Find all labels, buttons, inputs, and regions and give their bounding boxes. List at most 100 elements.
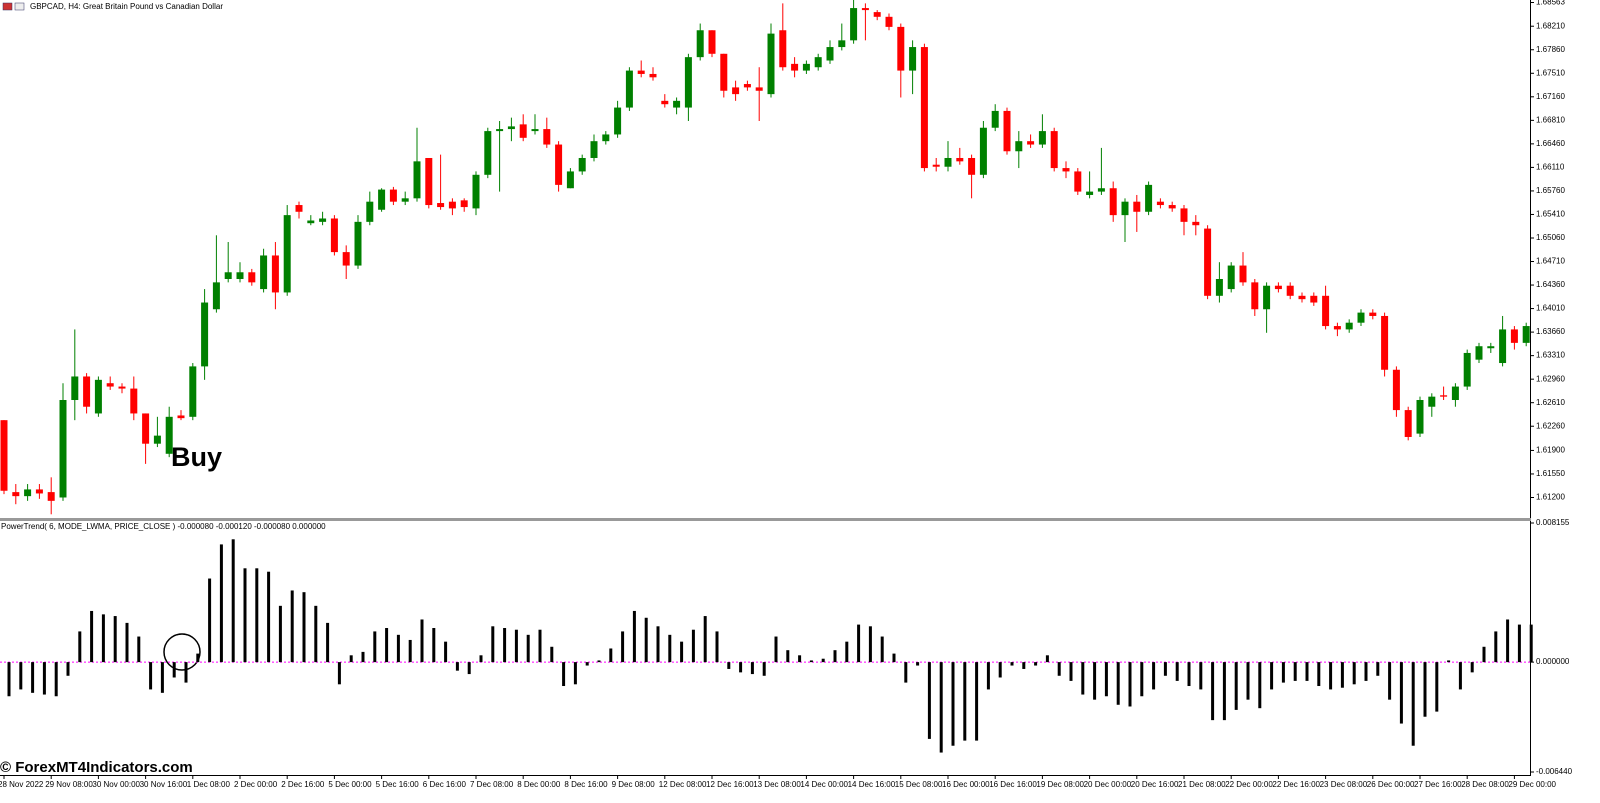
- histogram-bar: [1010, 662, 1014, 666]
- candle-body: [543, 129, 551, 145]
- histogram-bar: [7, 662, 11, 697]
- candle-body: [602, 134, 610, 142]
- x-tick-label: 12 Dec 16:00: [706, 780, 754, 789]
- candle-body: [1333, 326, 1341, 330]
- x-tick-label: 22 Dec 16:00: [1272, 780, 1320, 789]
- x-tick-label: 5 Dec 00:00: [328, 780, 372, 789]
- candle-body: [791, 63, 799, 71]
- histogram-bar: [337, 662, 341, 685]
- candle-body: [920, 47, 928, 169]
- candle-body: [425, 157, 433, 206]
- candle-body: [354, 221, 362, 266]
- histogram-bar: [904, 662, 908, 683]
- candle-body: [366, 201, 374, 222]
- candle-body: [12, 492, 20, 497]
- x-tick-label: 30 Nov 16:00: [140, 780, 188, 789]
- x-tick-label: 26 Dec 00:00: [1367, 780, 1415, 789]
- histogram-bar: [585, 662, 589, 666]
- candle-body: [1215, 278, 1223, 296]
- candle-body: [979, 127, 987, 175]
- candle-body: [1440, 395, 1448, 397]
- candle-body: [1286, 285, 1294, 296]
- histogram-bar: [809, 660, 813, 663]
- histogram-bar: [998, 662, 1002, 678]
- y-tick-label: 1.67860: [1536, 45, 1565, 54]
- candle-body: [1357, 312, 1365, 323]
- y-tick-label: 1.63660: [1536, 327, 1565, 336]
- histogram-bar: [373, 631, 377, 663]
- x-tick-label: 27 Dec 16:00: [1414, 780, 1462, 789]
- histogram-bar: [750, 662, 754, 675]
- histogram-bar: [703, 616, 707, 663]
- histogram-bar: [302, 592, 306, 663]
- candle-body: [1086, 191, 1094, 195]
- histogram-bar: [1293, 662, 1297, 681]
- candle-body: [1499, 329, 1507, 364]
- histogram-bar: [1329, 662, 1333, 690]
- histogram-bar: [715, 631, 719, 663]
- candle-body: [106, 383, 114, 387]
- histogram-bar: [1175, 662, 1179, 681]
- candle-body: [873, 12, 881, 17]
- histogram-bar: [278, 605, 282, 663]
- candle-body: [1180, 208, 1188, 222]
- candle-body: [720, 53, 728, 91]
- candle-body: [578, 157, 586, 172]
- candle-body: [555, 144, 563, 185]
- y-tick-label: 1.61900: [1536, 446, 1565, 455]
- candle-body: [1027, 141, 1035, 145]
- histogram-bar: [243, 568, 247, 663]
- candle-body: [802, 63, 810, 71]
- candle-body: [1428, 396, 1436, 407]
- histogram-bar: [491, 626, 495, 663]
- histogram-bar: [597, 660, 601, 663]
- histogram-bar: [514, 629, 518, 663]
- candle-body: [1156, 201, 1164, 206]
- histogram-bar: [467, 662, 471, 675]
- histogram-bar: [125, 622, 129, 663]
- candle-body: [295, 205, 303, 212]
- histogram-bar: [927, 662, 931, 739]
- histogram-bar: [1034, 662, 1038, 666]
- candle-body: [307, 220, 315, 224]
- candle-body: [531, 129, 539, 132]
- histogram-bar: [1494, 631, 1498, 663]
- candle-body: [1227, 265, 1235, 290]
- histogram-bar: [503, 628, 507, 663]
- x-tick-label: 29 Nov 08:00: [45, 780, 93, 789]
- candle-body: [271, 255, 279, 293]
- candle-body: [1475, 346, 1483, 360]
- x-tick-label: 15 Dec 08:00: [895, 780, 943, 789]
- candle-body: [885, 16, 893, 27]
- candle-body: [838, 40, 846, 48]
- x-tick-label: 8 Dec 16:00: [564, 780, 608, 789]
- candle-body: [637, 70, 645, 74]
- candle-body: [1322, 295, 1330, 327]
- candle-body: [566, 171, 574, 189]
- candle-body: [1062, 168, 1070, 172]
- candle-body: [59, 400, 67, 498]
- x-tick-label: 20 Dec 16:00: [1131, 780, 1179, 789]
- candle-body: [1038, 131, 1046, 145]
- histogram-bar: [113, 616, 117, 663]
- x-tick-label: 2 Dec 16:00: [281, 780, 325, 789]
- candle-body: [779, 30, 787, 68]
- histogram-bar: [632, 610, 636, 663]
- candle-body: [342, 252, 350, 266]
- y-tick-label: 1.64010: [1536, 304, 1565, 313]
- histogram-bar: [774, 636, 778, 663]
- y-tick-label: 1.65760: [1536, 186, 1565, 195]
- y-tick-label: 1.63310: [1536, 351, 1565, 360]
- histogram-bar: [54, 662, 58, 697]
- candle-body: [1404, 410, 1412, 437]
- candle-body: [24, 489, 32, 497]
- candle-body: [1263, 285, 1271, 310]
- candle-body: [413, 161, 421, 199]
- y-tick-label: 0.008155: [1536, 518, 1570, 527]
- histogram-bar: [739, 662, 743, 673]
- histogram-bar: [1093, 662, 1097, 700]
- histogram-bar: [668, 634, 672, 663]
- histogram-bar: [396, 634, 400, 663]
- signal-circle: [163, 633, 201, 671]
